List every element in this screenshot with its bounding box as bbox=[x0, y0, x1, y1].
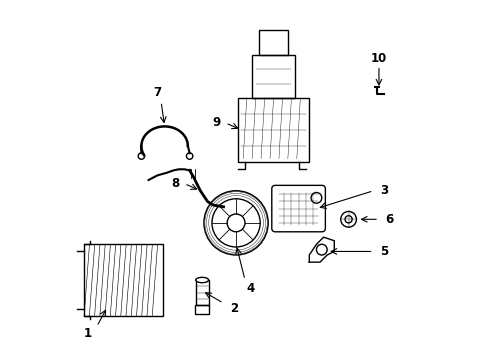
Circle shape bbox=[311, 193, 322, 203]
Text: 6: 6 bbox=[386, 213, 394, 226]
Bar bbox=[196, 280, 209, 305]
Text: 7: 7 bbox=[153, 86, 162, 99]
Text: 1: 1 bbox=[84, 327, 92, 340]
Text: 3: 3 bbox=[380, 184, 389, 197]
Polygon shape bbox=[309, 237, 334, 262]
FancyBboxPatch shape bbox=[272, 185, 325, 232]
Text: 4: 4 bbox=[246, 283, 254, 296]
Text: 10: 10 bbox=[371, 52, 387, 65]
Bar bbox=[252, 55, 295, 98]
Text: 9: 9 bbox=[212, 116, 220, 129]
Text: 8: 8 bbox=[171, 177, 179, 190]
Circle shape bbox=[317, 244, 327, 255]
Ellipse shape bbox=[196, 277, 209, 283]
Text: 5: 5 bbox=[380, 245, 389, 258]
Bar bbox=[84, 244, 163, 316]
Bar bbox=[238, 98, 309, 162]
Text: 2: 2 bbox=[230, 302, 238, 315]
Bar bbox=[195, 305, 209, 314]
Bar bbox=[259, 30, 288, 55]
